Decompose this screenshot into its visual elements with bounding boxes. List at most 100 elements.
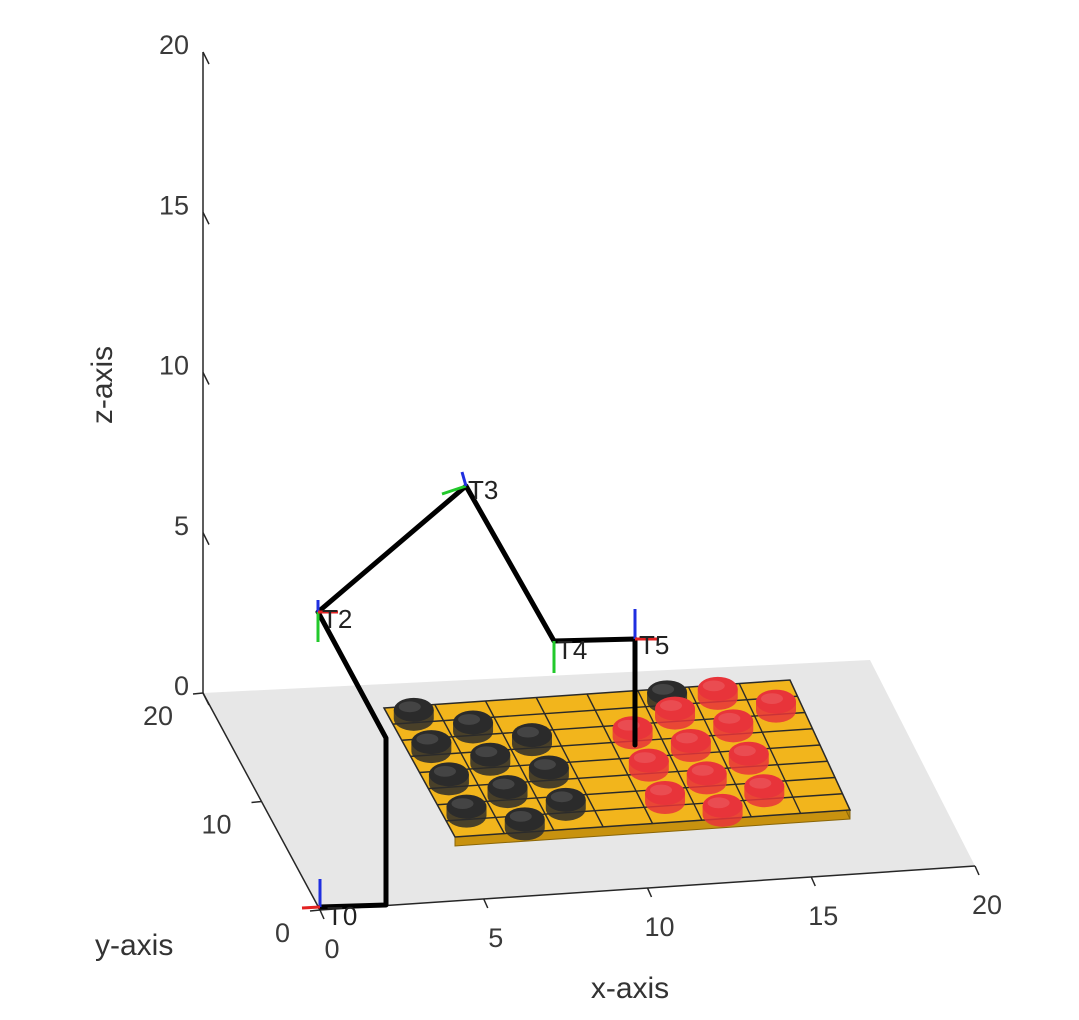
- x-tick-label: 20: [972, 890, 1002, 920]
- black-checker-piece-top: [411, 730, 452, 755]
- z-tick-mark: [202, 51, 210, 65]
- black-checker-piece-highlight: [433, 765, 456, 777]
- red-checker-piece: [713, 709, 754, 743]
- black-checker-piece-top: [487, 775, 528, 800]
- y-axis-label: y-axis: [95, 929, 173, 962]
- x-tick-mark: [974, 865, 980, 876]
- black-checker-piece-top: [428, 762, 469, 787]
- red-checker-piece-top: [645, 781, 686, 806]
- x-tick-label: 15: [808, 901, 838, 931]
- red-checker-piece-top: [728, 741, 769, 766]
- x-tick-label: 5: [488, 923, 503, 953]
- x-tick-mark: [810, 876, 816, 887]
- black-checker-piece-highlight: [398, 701, 421, 713]
- black-checker-piece: [428, 762, 469, 796]
- x-tick-mark: [319, 909, 325, 920]
- red-checker-piece: [697, 676, 738, 710]
- black-checker-piece: [453, 710, 494, 744]
- z-tick-label: 10: [159, 351, 189, 381]
- z-tick-mark: [202, 211, 210, 225]
- z-tick-mark: [202, 692, 210, 706]
- red-checker-piece-top: [655, 696, 696, 721]
- black-checker-piece-highlight: [492, 778, 515, 790]
- frame-axis-marker: [301, 905, 321, 910]
- frame-axis-marker: [460, 471, 468, 487]
- red-checker-piece: [686, 761, 727, 795]
- black-checker-piece-highlight: [516, 726, 539, 738]
- red-checker-piece-highlight: [707, 797, 730, 809]
- frame-label-t3: T3: [468, 475, 498, 505]
- black-checker-piece-top: [470, 742, 511, 767]
- z-tick-mark: [202, 532, 210, 546]
- red-checker-piece-top: [744, 774, 785, 799]
- back-wall: [203, 28, 975, 866]
- black-checker-piece-top: [453, 710, 494, 735]
- black-checker-piece-top: [393, 697, 434, 722]
- x-axis-label: x-axis: [591, 972, 669, 1005]
- red-checker-piece: [645, 781, 686, 815]
- y-tick-mark: [309, 909, 321, 912]
- x-tick-mark: [646, 887, 653, 898]
- red-checker-piece-top: [756, 689, 797, 714]
- red-checker-piece: [756, 689, 797, 723]
- red-checker-piece-top: [686, 761, 727, 786]
- z-tick-mark: [202, 372, 210, 385]
- frame-label-t5: T5: [639, 630, 669, 660]
- black-checker-piece: [411, 730, 452, 764]
- red-checker-piece-top: [697, 676, 738, 701]
- black-checker-piece: [504, 807, 545, 841]
- frame-label-t2: T2: [322, 604, 352, 634]
- y-tick-label: 10: [201, 810, 231, 840]
- red-checker-piece: [628, 748, 669, 782]
- z-tick-label: 20: [159, 30, 189, 60]
- red-checker-piece-highlight: [718, 712, 741, 724]
- black-checker-piece-highlight: [533, 759, 556, 770]
- black-checker-piece: [446, 794, 487, 828]
- black-checker-piece: [545, 787, 586, 821]
- x-tick-label: 0: [324, 934, 339, 964]
- robot-arm-links: [315, 483, 638, 910]
- black-checker-piece-top: [545, 787, 586, 812]
- red-checker-piece-highlight: [761, 693, 784, 705]
- z-tick-label: 0: [174, 671, 189, 701]
- black-checker-piece-top: [511, 723, 552, 748]
- red-checker-piece-top: [670, 728, 711, 753]
- black-checker-piece-highlight: [652, 683, 675, 695]
- red-checker-piece-top: [713, 709, 754, 734]
- red-checker-piece: [670, 728, 711, 762]
- y-tick-mark: [251, 800, 262, 804]
- black-checker-piece: [487, 775, 528, 809]
- y-tick-mark: [192, 692, 204, 695]
- black-checker-piece: [393, 697, 434, 731]
- black-checker-piece-highlight: [475, 746, 498, 758]
- black-checker-piece-highlight: [550, 791, 573, 803]
- y-tick-label: 0: [275, 918, 290, 948]
- red-checker-piece-highlight: [733, 745, 756, 757]
- black-checker-piece-top: [504, 807, 545, 832]
- black-checker-piece-top: [528, 755, 569, 780]
- black-checker-piece-highlight: [458, 714, 481, 725]
- red-checker-piece: [728, 741, 769, 775]
- z-tick-label: 5: [174, 511, 189, 541]
- red-checker-piece-highlight: [675, 732, 698, 744]
- red-checker-piece: [744, 774, 785, 808]
- frame-axis-marker: [441, 484, 467, 496]
- frame-label-t0: T0: [327, 901, 357, 931]
- black-checker-piece: [470, 742, 511, 776]
- y-tick-label: 20: [143, 701, 173, 731]
- red-checker-piece-top: [702, 793, 743, 818]
- black-checker-piece-top: [446, 794, 487, 819]
- x-tick-label: 10: [644, 912, 674, 942]
- z-tick-label: 15: [159, 190, 189, 220]
- z-axis-label: z-axis: [86, 346, 119, 424]
- red-checker-piece: [655, 696, 696, 730]
- black-checker-piece-highlight: [451, 798, 474, 810]
- red-checker-piece-highlight: [633, 752, 656, 764]
- frame-label-t4: T4: [557, 635, 587, 665]
- red-checker-piece-highlight: [749, 777, 772, 789]
- red-checker-piece-highlight: [650, 784, 673, 796]
- black-checker-piece-highlight: [509, 810, 532, 822]
- red-checker-piece-highlight: [691, 765, 714, 776]
- red-checker-piece-highlight: [702, 680, 725, 692]
